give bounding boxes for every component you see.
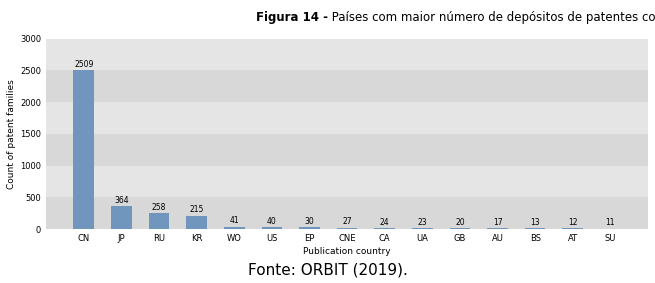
Bar xyxy=(600,228,621,229)
Bar xyxy=(186,216,207,229)
Text: 11: 11 xyxy=(606,218,615,227)
Text: 30: 30 xyxy=(305,217,314,226)
Bar xyxy=(487,228,508,229)
Bar xyxy=(375,228,395,229)
Text: 364: 364 xyxy=(114,196,129,205)
Text: Figura 14 -: Figura 14 - xyxy=(255,11,328,24)
Bar xyxy=(46,134,648,166)
Bar xyxy=(111,206,132,229)
Bar xyxy=(224,227,244,229)
Text: 40: 40 xyxy=(267,216,276,226)
Text: 23: 23 xyxy=(417,218,427,227)
Bar xyxy=(449,228,470,229)
Bar xyxy=(46,102,648,134)
Bar xyxy=(299,227,320,229)
Text: Fonte: ORBIT (2019).: Fonte: ORBIT (2019). xyxy=(248,262,407,277)
Text: 2509: 2509 xyxy=(74,60,94,69)
Text: 27: 27 xyxy=(343,217,352,226)
Bar xyxy=(563,228,583,229)
Text: 41: 41 xyxy=(229,216,239,226)
Text: 20: 20 xyxy=(455,218,464,227)
Bar xyxy=(46,70,648,102)
Bar xyxy=(412,228,433,229)
Bar xyxy=(261,227,282,229)
Text: 12: 12 xyxy=(568,218,578,227)
Bar xyxy=(46,39,648,70)
Text: 215: 215 xyxy=(189,205,204,215)
Text: 258: 258 xyxy=(152,203,166,212)
Y-axis label: Count of patent families: Count of patent families xyxy=(7,79,16,189)
Bar xyxy=(73,70,94,229)
Bar xyxy=(149,213,170,229)
Bar xyxy=(46,198,648,229)
Bar xyxy=(525,228,546,229)
Text: 13: 13 xyxy=(531,218,540,227)
Bar xyxy=(337,228,358,229)
Text: Países com maior número de depósitos de patentes com trigo sarraceno.: Países com maior número de depósitos de … xyxy=(328,11,655,24)
Text: 17: 17 xyxy=(493,218,502,227)
Bar xyxy=(46,166,648,198)
X-axis label: Publication country: Publication country xyxy=(303,247,391,256)
Text: 24: 24 xyxy=(380,218,390,227)
